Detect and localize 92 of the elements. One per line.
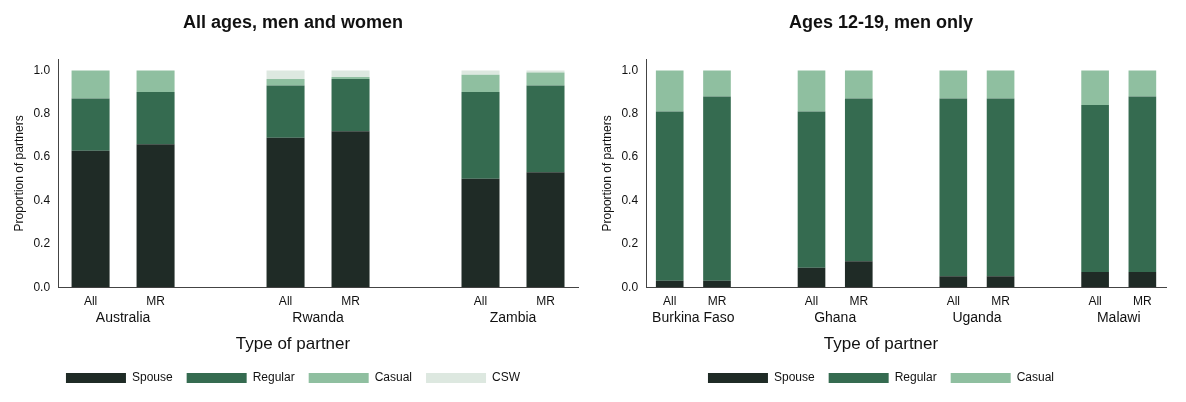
bar [844,261,873,288]
chart-title: All ages, men and women [182,11,404,32]
bar [266,85,305,138]
bar [526,172,565,288]
bar [986,276,1015,288]
y-tick-label: 0.2 [621,236,639,251]
bar [703,70,731,97]
bar [331,70,370,77]
bar [71,98,110,151]
legend-label: Regular [252,370,295,385]
bar [526,85,565,173]
legend-label: Casual [1016,370,1055,385]
bar [797,267,826,288]
bar [136,144,175,288]
y-tick-label: 0.8 [621,106,639,121]
bar [939,276,968,288]
x-tick-label: MR [146,293,166,308]
bar [703,96,731,281]
x-tick-label: MR [991,293,1011,308]
bar [655,70,684,112]
bar [1081,105,1109,273]
y-tick-label: 0.4 [33,192,51,207]
legend-label: Spouse [131,370,173,385]
text: Zambia [489,309,537,326]
bar [71,150,110,288]
x-tick-label: MR [536,293,556,308]
bar [986,70,1015,99]
text: Australia [95,309,151,326]
x-tick-label: All [278,293,293,308]
bar [136,92,175,145]
bar [939,98,968,277]
bar [1128,70,1157,97]
bar [986,98,1015,277]
bar [526,72,565,86]
x-tick-label: All [83,293,98,308]
bar [797,111,826,268]
x-tick-label: All [804,293,819,308]
bar [655,111,684,281]
legend-label: Casual [374,370,413,385]
text: Rwanda [292,309,344,326]
legend-label: Regular [894,370,937,385]
bar [1081,70,1109,106]
text: Burkina Faso [652,309,735,326]
y-tick-label: 0.8 [33,106,51,121]
bar [655,280,684,288]
chart-title: Ages 12-19, men only [788,11,974,32]
text: Ghana [814,309,857,326]
bar [461,178,500,288]
bar [703,280,731,288]
text: Uganda [952,309,1002,326]
bar [526,70,565,73]
y-tick-label: 1.0 [33,62,51,77]
legend-title: Type of partner [823,333,939,353]
y-tick-label: 0.4 [621,192,639,207]
bar [266,137,305,288]
y-tick-label: 0.6 [621,149,639,164]
x-tick-label: All [946,293,960,308]
bar [1128,96,1157,273]
y-axis-title: Proportion of partners [11,115,26,232]
bar [331,131,370,288]
bar [71,70,110,99]
legend-label: CSW [492,370,521,385]
x-tick-label: MR [849,293,869,308]
bar [844,70,873,99]
y-tick-label: 0.0 [33,279,51,294]
bar [461,74,500,93]
legend-title: Type of partner [235,333,351,353]
bar [844,98,873,262]
text: Malawi [1096,309,1141,326]
bar [797,70,826,112]
y-tick-label: 0.2 [33,236,51,251]
bar [939,70,968,99]
x-tick-label: All [473,293,488,308]
x-tick-label: MR [1133,293,1153,308]
x-tick-label: All [1088,293,1102,308]
bar [136,70,175,93]
y-axis-title: Proportion of partners [599,115,614,232]
bar [331,76,370,80]
bar [461,70,500,75]
legend-label: Spouse [773,370,815,385]
y-tick-label: 0.0 [621,279,639,294]
bar [331,79,370,132]
x-tick-label: All [663,293,677,308]
bar [1081,272,1109,288]
y-tick-label: 1.0 [621,62,639,77]
bar [266,70,305,80]
bar [266,79,305,86]
x-tick-label: MR [341,293,361,308]
x-tick-label: MR [707,293,727,308]
y-tick-label: 0.6 [33,149,51,164]
bar [461,92,500,179]
bar [1128,272,1157,288]
